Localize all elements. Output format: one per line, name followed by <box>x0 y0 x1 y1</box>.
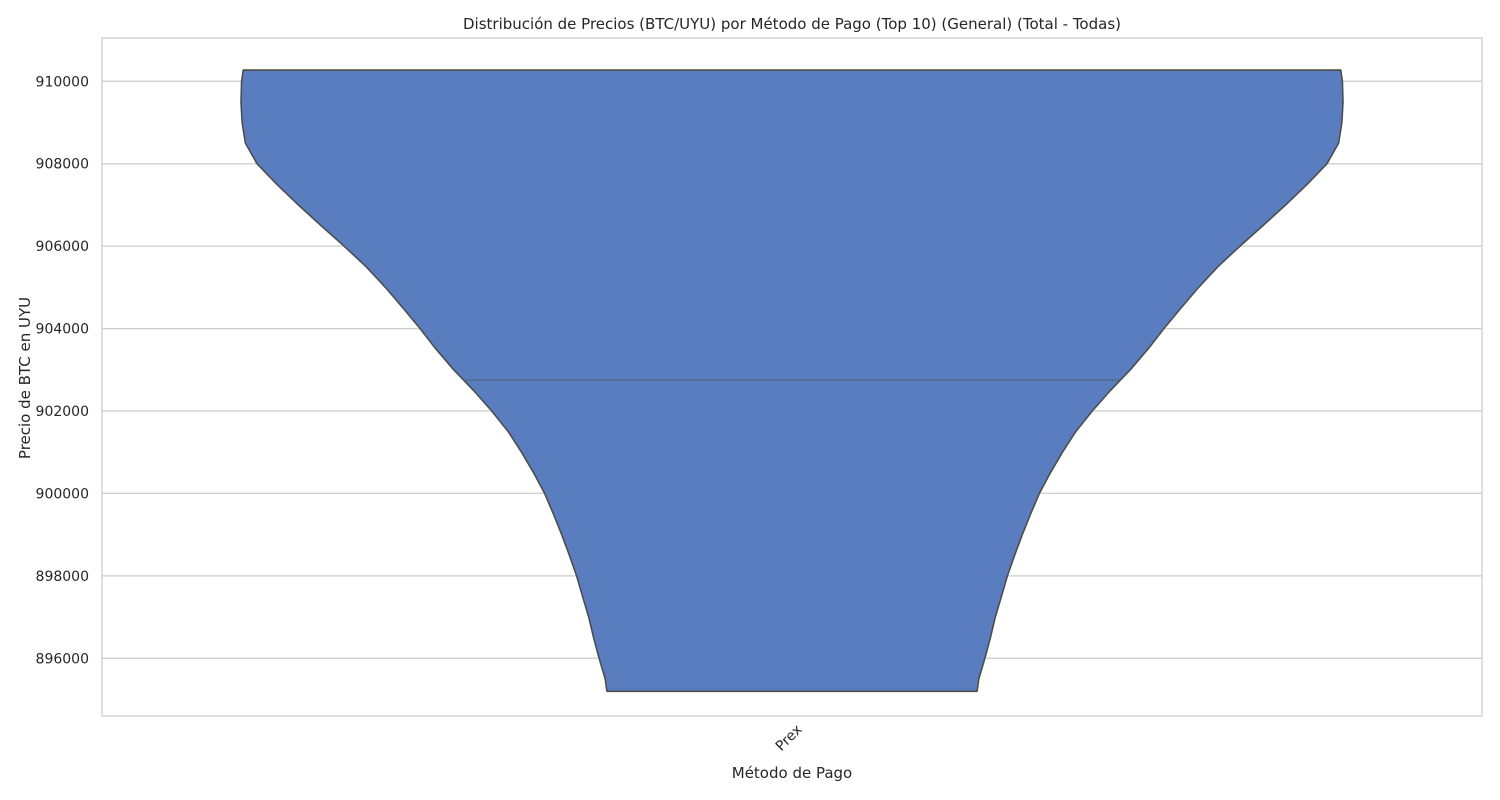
y-tick-label: 900000 <box>36 486 89 502</box>
y-tick-label: 896000 <box>36 651 89 667</box>
x-tick-labels: Prex <box>773 722 806 755</box>
y-tick-label: 906000 <box>36 239 89 255</box>
x-tick-label: Prex <box>773 722 806 755</box>
y-tick-label: 904000 <box>36 322 89 338</box>
y-tick-label: 898000 <box>36 569 89 585</box>
violin-group <box>240 69 1344 693</box>
y-axis-label: Precio de BTC en UYU <box>16 297 34 459</box>
y-tick-label: 908000 <box>36 157 89 173</box>
y-tick-labels: 896000 898000 900000 902000 904000 906000 9080… <box>36 74 89 667</box>
x-axis-label: Método de Pago <box>732 764 852 782</box>
y-tick-label: 902000 <box>36 404 89 420</box>
y-tick-label: 910000 <box>36 74 89 90</box>
chart-title: Distribución de Precios (BTC/UYU) por Mé… <box>463 15 1121 33</box>
axes-frame <box>101 37 1483 717</box>
